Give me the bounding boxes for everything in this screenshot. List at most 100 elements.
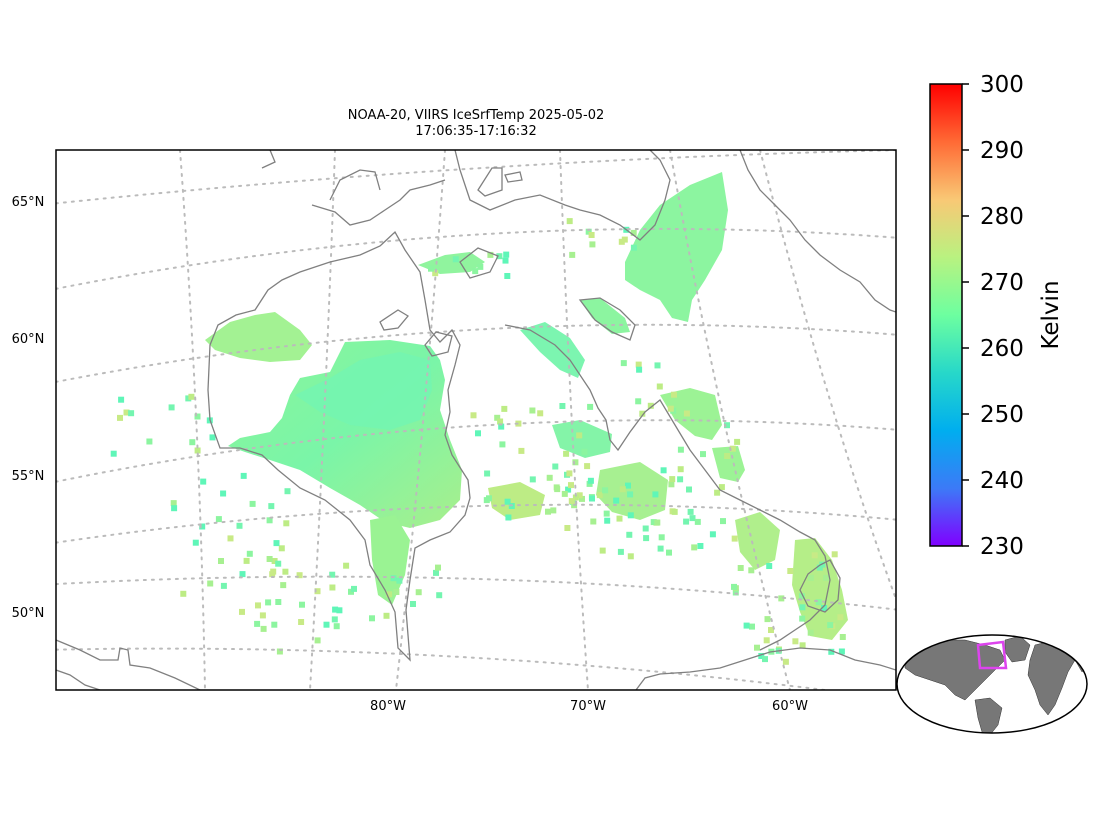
swath-pixel	[336, 607, 343, 614]
swath-pixel	[604, 517, 611, 524]
swath-pixel	[599, 547, 606, 554]
swath-pixel	[660, 467, 667, 474]
swath-pixel	[199, 523, 206, 530]
swath-pixel	[331, 616, 338, 623]
swath-pixel	[671, 508, 678, 515]
swath-pixel	[630, 229, 637, 236]
swath-pixel	[572, 494, 579, 501]
swath-pixel	[576, 492, 583, 499]
swath-pixel	[433, 569, 439, 576]
swath-pixel	[188, 393, 195, 400]
swath-pixel	[504, 498, 511, 505]
swath-pixel	[255, 602, 261, 609]
swath-pixel	[192, 539, 199, 546]
swath-pixel	[561, 490, 568, 497]
swath-pixel	[518, 447, 525, 454]
swath-pixel	[787, 568, 794, 574]
swath-pixel	[207, 580, 214, 587]
colorbar-tick-label: 290	[980, 138, 1024, 164]
swath-pixel	[275, 560, 282, 567]
swath-pixel	[298, 619, 305, 625]
swath-pixel	[259, 612, 266, 619]
swath-pixel	[472, 268, 479, 275]
swath-pixel	[497, 418, 504, 425]
swath-pixel	[748, 567, 755, 574]
swath-pixel	[180, 590, 187, 597]
swath-pixel	[265, 599, 272, 606]
swath-pixel	[639, 410, 646, 417]
swath-pixel	[168, 404, 175, 411]
swath-pixel	[271, 558, 278, 564]
swath-pixel	[194, 447, 201, 454]
swath-pixel	[499, 441, 506, 448]
swath-pixel	[428, 265, 434, 272]
swath-pixel	[563, 450, 570, 457]
swath-pixel	[128, 410, 135, 417]
swath-pixel	[709, 531, 716, 538]
swath-pixel	[668, 481, 675, 488]
swath-pixel	[815, 599, 822, 606]
swath-pixel	[529, 407, 536, 414]
swath-pixel	[494, 414, 501, 421]
swath-pixel	[273, 540, 280, 547]
swath-pixel	[486, 495, 492, 502]
swath-pixel	[763, 637, 770, 644]
swath-pixel	[729, 445, 736, 452]
colorbar-tick-label: 240	[980, 468, 1024, 494]
swath-pixel	[666, 549, 672, 556]
swath-pixel	[118, 396, 125, 403]
swath-pixel	[566, 470, 573, 477]
swath-pixel	[396, 577, 403, 584]
swath-pixel	[283, 520, 290, 527]
colorbar-tick-label: 260	[980, 336, 1024, 362]
swath-pixel	[452, 256, 459, 263]
swath-pixel	[209, 434, 216, 441]
swath-pixel	[617, 548, 624, 555]
swath-pixel	[550, 507, 557, 514]
swath-pixel	[501, 405, 508, 412]
swath-pixel	[768, 627, 774, 633]
swath-pixel	[669, 476, 676, 483]
swath-pixel	[498, 423, 505, 430]
swath-pixel	[587, 477, 594, 484]
lat-label-65: 65°N	[12, 195, 45, 210]
swath-pixel	[390, 575, 397, 582]
swath-pixel	[484, 470, 491, 477]
swath-pixel	[635, 361, 642, 368]
swath-pixel	[552, 463, 559, 470]
swath-pixel	[487, 251, 494, 258]
swath-labrador-1	[660, 388, 722, 440]
swath-pixel	[565, 486, 572, 493]
swath-pixel	[194, 413, 201, 420]
swath-pixel	[215, 516, 222, 523]
swath-pixel	[647, 402, 654, 409]
swath-pixel	[656, 383, 663, 390]
swath-pixel	[816, 564, 823, 571]
swath-pixel	[171, 505, 178, 512]
lat-label-60: 60°N	[12, 332, 45, 347]
ice-temp-swath	[110, 172, 848, 665]
swath-northwest	[205, 312, 312, 362]
swath-pixel	[671, 391, 677, 398]
swath-pixel	[260, 625, 267, 632]
swath-pixel	[683, 518, 690, 525]
swath-pixel	[731, 583, 737, 590]
swath-pixel	[239, 608, 245, 615]
swath-pixel	[589, 495, 595, 502]
swath-pixel	[839, 634, 846, 640]
swath-pixel	[123, 409, 130, 416]
swath-pixel	[410, 601, 416, 607]
parallel-50	[56, 647, 833, 690]
swath-pixel	[792, 638, 799, 645]
colorbar-gradient	[929, 83, 963, 547]
swath-pixel	[838, 648, 845, 655]
swath-pixel	[743, 622, 750, 629]
swath-pixel	[677, 446, 684, 453]
swath-pixel	[504, 273, 511, 279]
swath-pixel	[170, 500, 177, 507]
swath-pixel	[799, 615, 806, 622]
swath-ungava-west	[520, 322, 585, 378]
swath-ungava-bay	[580, 298, 630, 334]
swath-pixel	[807, 574, 814, 581]
